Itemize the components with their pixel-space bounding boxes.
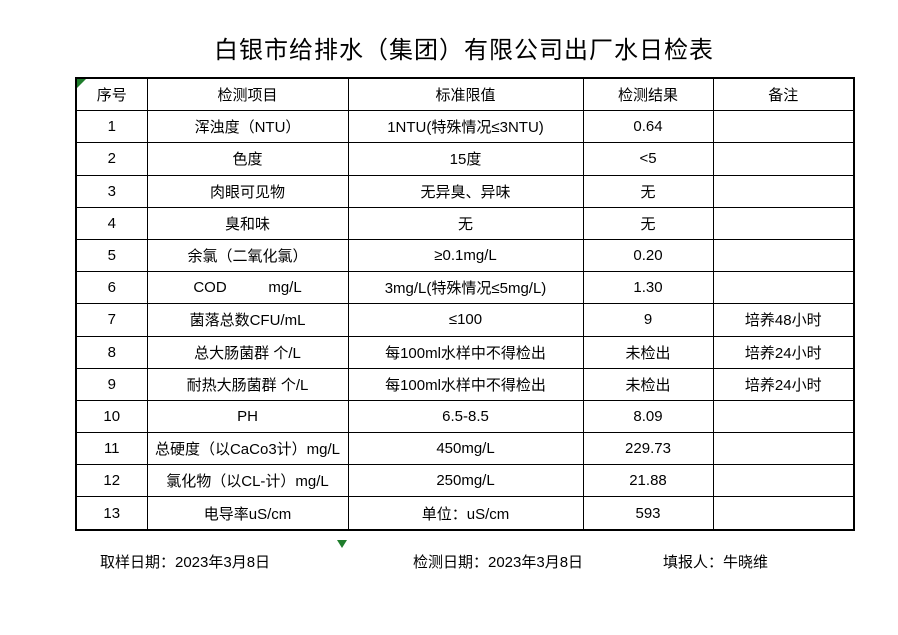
cell-note	[712, 496, 855, 531]
cell-note	[712, 206, 855, 240]
cell-result: <5	[582, 142, 714, 176]
cell-limit: 15度	[347, 142, 584, 176]
cell-limit: 3mg/L(特殊情况≤5mg/L)	[347, 271, 584, 305]
cell-no: 7	[75, 303, 148, 337]
cell-note	[712, 174, 855, 208]
cell-item: 浑浊度（NTU）	[146, 110, 349, 144]
cell-limit: 6.5-8.5	[347, 399, 584, 434]
table-row: 9 耐热大肠菌群 个/L 每100ml水样中不得检出 未检出 培养24小时	[75, 367, 855, 401]
cell-no: 6	[75, 271, 148, 305]
cell-limit: ≥0.1mg/L	[347, 238, 584, 273]
cell-limit: 单位：uS/cm	[347, 496, 584, 531]
cell-item: 氯化物（以CL-计）mg/L	[146, 464, 349, 498]
table-header: 序号 检测项目 标准限值 检测结果 备注	[75, 77, 855, 112]
cell-note	[712, 464, 855, 498]
green-triangle-marker-icon	[337, 540, 347, 548]
cell-no: 3	[75, 174, 148, 208]
table-row: 4 臭和味无无	[75, 206, 855, 240]
cell-note	[712, 399, 855, 434]
table-row: 11 总硬度（以CaCo3计）mg/L 450mg/L 229.73	[75, 432, 855, 466]
cell-limit: 1NTU(特殊情况≤3NTU)	[347, 110, 584, 144]
cell-result: 593	[582, 496, 714, 531]
cell-no: 11	[75, 432, 148, 466]
cell-result: 无	[582, 174, 714, 208]
cell-note	[712, 238, 855, 273]
cell-result: 9	[582, 303, 714, 337]
table-row: 3 肉眼可见物 无异臭、异味无	[75, 174, 855, 208]
cell-limit: 无	[347, 206, 584, 240]
page-title: 白银市给排水（集团）有限公司出厂水日检表	[214, 38, 714, 64]
table-row: 6 COD mg/L 3mg/L(特殊情况≤5mg/L) 1.30	[75, 271, 855, 305]
cell-no: 8	[75, 335, 148, 369]
cell-result: 未检出	[582, 335, 714, 369]
cell-item: PH	[146, 399, 349, 434]
cell-no: 2	[75, 142, 148, 176]
cell-no: 9	[75, 367, 148, 401]
table-row: 8 总大肠菌群 个/L 每100ml水样中不得检出 未检出 培养24小时	[75, 335, 855, 369]
cell-no: 1	[75, 110, 148, 144]
cell-item: 菌落总数CFU/mL	[146, 303, 349, 337]
cell-note	[712, 142, 855, 176]
cell-result: 0.64	[582, 110, 714, 144]
column-header: 备注	[712, 77, 855, 112]
table-body: 1 浑浊度（NTU） 1NTU(特殊情况≤3NTU) 0.64 2 色度 15度 <5 3 肉眼可…	[75, 110, 855, 531]
column-header: 检测项目	[146, 77, 349, 112]
cell-result: 8.09	[582, 399, 714, 434]
table-row: 5 余氯（二氧化氯） ≥0.1mg/L 0.20	[75, 238, 855, 273]
sampling-date: 取样日期：2023年3月8日	[100, 554, 271, 571]
column-header: 序号	[75, 77, 148, 112]
cell-no: 5	[75, 238, 148, 273]
cell-limit: 每100ml水样中不得检出	[347, 335, 584, 369]
cell-note: 培养24小时	[712, 367, 855, 401]
cell-result: 未检出	[582, 367, 714, 401]
table-row: 2 色度 15度 <5	[75, 142, 855, 176]
cell-item: 肉眼可见物	[146, 174, 349, 208]
cell-no: 4	[75, 206, 148, 240]
cell-result: 无	[582, 206, 714, 240]
table-row: 13 电导率uS/cm 单位：uS/cm 593	[75, 496, 855, 531]
cell-item: 总硬度（以CaCo3计）mg/L	[146, 432, 349, 466]
cell-note	[712, 110, 855, 144]
cell-item: 色度	[146, 142, 349, 176]
cell-note	[712, 432, 855, 466]
cell-result: 1.30	[582, 271, 714, 305]
inspection-table-container: 序号 检测项目 标准限值 检测结果 备注 1 浑浊度（NTU） 1NTU(特殊情况≤3NTU…	[75, 77, 855, 548]
cell-item: 耐热大肠菌群 个/L	[146, 367, 349, 401]
column-header: 检测结果	[582, 77, 714, 112]
cell-item: 总大肠菌群 个/L	[146, 335, 349, 369]
cell-item: 余氯（二氧化氯）	[146, 238, 349, 273]
cell-note: 培养48小时	[712, 303, 855, 337]
cell-no: 12	[75, 464, 148, 498]
table-row: 7 菌落总数CFU/mL ≤100 9 培养48小时	[75, 303, 855, 337]
table-row: 1 浑浊度（NTU） 1NTU(特殊情况≤3NTU) 0.64	[75, 110, 855, 144]
reporter-name: 填报人：牛晓维	[663, 554, 769, 571]
cell-result: 0.20	[582, 238, 714, 273]
cell-note: 培养24小时	[712, 335, 855, 369]
cell-result: 21.88	[582, 464, 714, 498]
cell-no: 10	[75, 399, 148, 434]
table-row: 12 氯化物（以CL-计）mg/L 250mg/L 21.88	[75, 464, 855, 498]
cell-item: 臭和味	[146, 206, 349, 240]
cell-item: COD mg/L	[146, 271, 349, 305]
cell-limit: 450mg/L	[347, 432, 584, 466]
cell-no: 13	[75, 496, 148, 531]
cell-limit: 每100ml水样中不得检出	[347, 367, 584, 401]
footer: 取样日期：2023年3月8日 检测日期：2023年3月8日 填报人：牛晓维	[0, 551, 898, 573]
cell-note	[712, 271, 855, 305]
table-row: 10 PH 6.5-8.5 8.09	[75, 399, 855, 434]
cell-limit: 无异臭、异味	[347, 174, 584, 208]
inspection-date: 检测日期：2023年3月8日	[413, 554, 584, 571]
cell-limit: 250mg/L	[347, 464, 584, 498]
inspection-table: 序号 检测项目 标准限值 检测结果 备注 1 浑浊度（NTU） 1NTU(特殊情况≤3NTU…	[75, 77, 855, 531]
column-header: 标准限值	[347, 77, 584, 112]
cell-item: 电导率uS/cm	[146, 496, 349, 531]
cell-result: 229.73	[582, 432, 714, 466]
header-row: 序号 检测项目 标准限值 检测结果 备注	[75, 77, 855, 112]
cell-limit: ≤100	[347, 303, 584, 337]
